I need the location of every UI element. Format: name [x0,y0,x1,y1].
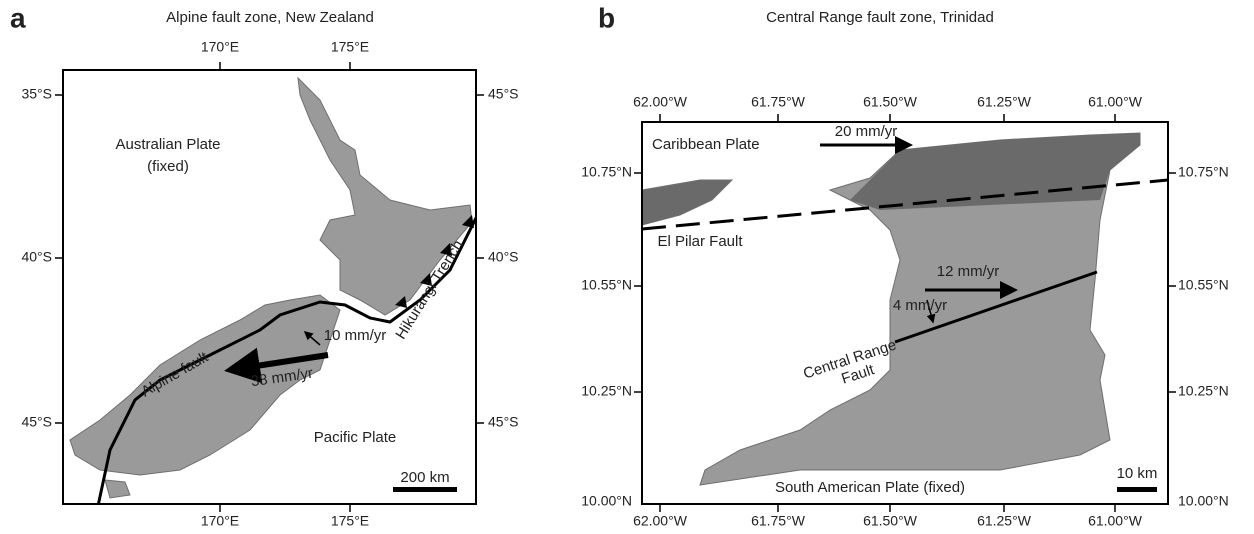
plate-label: South American Plate (fixed) [775,479,965,496]
tick-label: 175°E [331,39,369,55]
tick-label: 61.25°W [977,513,1032,529]
scale-bar [1117,487,1157,492]
ticks [634,114,1176,512]
stewart-island [104,479,131,499]
tick-label: 61.00°W [1088,94,1143,110]
tick-label: 45°S [488,414,519,430]
panel-letter: b [598,2,615,33]
tick-label: 10.75°N [1178,164,1229,180]
tick-label: 10.55°N [581,277,632,293]
ticks [55,62,484,512]
tick-label: 10.25°N [581,383,632,399]
arrow-4 [926,299,936,324]
tick-label: 170°E [201,39,239,55]
rate-label: 4 mm/yr [893,297,947,314]
central-range-fault [894,270,1098,344]
south-island [69,294,341,476]
map-a [69,76,476,504]
plate-label: Pacific Plate [314,429,397,446]
panel-title: Alpine fault zone, New Zealand [166,9,374,26]
scale-label: 200 km [400,469,449,486]
tick-label: 45°S [488,86,519,102]
fault-label: El Pilar Fault [657,233,743,250]
tick-label: 35°S [21,86,52,102]
tick-label: 10.00°N [581,493,632,509]
tick-label: 175°E [331,513,369,529]
tick-label: 45°S [21,414,52,430]
frame [641,121,1169,505]
tick-label: 40°S [488,249,519,265]
scale-label: 10 km [1117,465,1158,482]
plate-label: Australian Plate [115,136,220,153]
arrow-38 [224,347,329,384]
tick-label: 61.75°W [751,94,806,110]
rate-label: 10 mm/yr [324,327,387,344]
plate-label: Caribbean Plate [652,136,760,153]
tick-label: 62.00°W [633,513,688,529]
panel-letter: a [10,2,26,33]
alpine-fault [96,214,476,504]
scale-bar [393,487,457,492]
map-b [642,132,1168,486]
venezuela-coast [642,179,734,226]
north-island [297,76,473,316]
tick-label: 61.75°W [751,513,806,529]
tick-label: 62.00°W [633,94,688,110]
rate-label: 20 mm/yr [835,123,898,140]
frame [62,69,477,505]
trench-teeth [395,215,474,308]
plate-label: (fixed) [147,158,189,175]
tick-label: 10.00°N [1178,493,1229,509]
tick-label: 10.55°N [1178,277,1229,293]
tick-label: 61.00°W [1088,513,1143,529]
tick-label: 10.75°N [581,164,632,180]
arrow-10 [303,331,321,346]
tick-label: 61.50°W [863,513,918,529]
tick-label: 61.50°W [863,94,918,110]
tick-label: 10.25°N [1178,383,1229,399]
tick-label: 40°S [21,249,52,265]
el-pilar-fault [642,178,1168,231]
tick-label: 170°E [201,513,239,529]
panel-title: Central Range fault zone, Trinidad [766,9,994,26]
tick-label: 61.25°W [977,94,1032,110]
rate-label: 12 mm/yr [937,263,1000,280]
